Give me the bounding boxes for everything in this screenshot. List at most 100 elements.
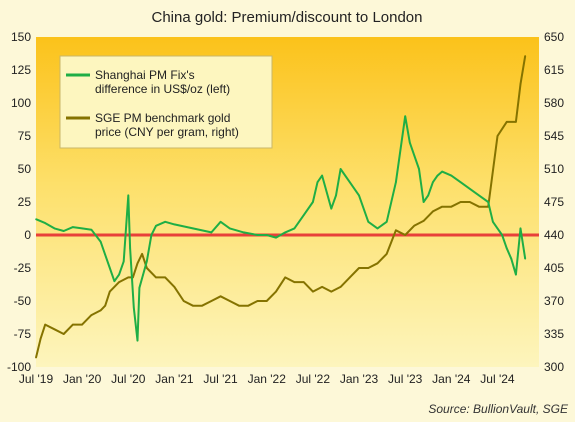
left-tick-label: 50 xyxy=(18,162,32,176)
point-shanghai xyxy=(422,201,425,203)
series-layer xyxy=(35,55,527,359)
point-shanghai xyxy=(487,201,490,203)
right-tick-label: 510 xyxy=(544,162,564,176)
right-tick-label: 545 xyxy=(544,129,564,143)
point-shanghai xyxy=(432,181,434,183)
point-sge xyxy=(155,276,157,279)
left-tick-label: 125 xyxy=(11,63,31,77)
point-shanghai xyxy=(90,228,93,231)
point-shanghai xyxy=(81,227,83,230)
point-sge xyxy=(146,267,148,269)
point-sge xyxy=(413,224,416,227)
x-tick-label: Jan '24 xyxy=(432,372,471,386)
point-sge xyxy=(496,135,499,137)
right-axis-ticks: 650 615 580 545 510 475 440 405 370 335 300 xyxy=(544,30,564,374)
point-shanghai xyxy=(496,227,499,230)
point-shanghai xyxy=(142,273,144,276)
left-tick-label: -25 xyxy=(14,261,32,275)
point-sge xyxy=(127,276,130,279)
point-shanghai xyxy=(385,221,388,223)
left-tick-label: 25 xyxy=(18,195,32,209)
point-sge xyxy=(35,356,37,359)
point-shanghai xyxy=(515,273,517,276)
point-shanghai xyxy=(192,227,194,230)
point-sge xyxy=(312,290,314,293)
point-shanghai xyxy=(118,273,120,276)
point-sge xyxy=(256,300,259,302)
point-sge xyxy=(284,276,287,279)
point-shanghai xyxy=(492,221,494,223)
point-sge xyxy=(432,210,434,213)
point-shanghai xyxy=(53,227,56,230)
point-shanghai xyxy=(293,227,296,230)
left-tick-label: -50 xyxy=(14,294,32,308)
point-sge xyxy=(90,314,93,316)
point-sge xyxy=(404,234,407,236)
point-shanghai xyxy=(302,214,305,216)
point-shanghai xyxy=(150,234,153,236)
legend: Shanghai PM Fix's difference in US$/oz (… xyxy=(59,55,273,149)
point-shanghai xyxy=(367,221,370,223)
point-shanghai xyxy=(104,254,106,256)
point-sge xyxy=(275,290,277,293)
x-tick-label: Jul '20 xyxy=(111,372,146,386)
point-sge xyxy=(109,290,111,293)
legend-box xyxy=(59,55,273,149)
point-shanghai xyxy=(376,227,379,230)
point-shanghai xyxy=(210,231,213,234)
right-tick-label: 440 xyxy=(544,228,564,242)
point-shanghai xyxy=(265,234,268,236)
point-shanghai xyxy=(478,194,480,197)
point-sge xyxy=(302,281,305,283)
point-sge xyxy=(519,83,522,85)
legend-label-shanghai: Shanghai PM Fix's difference in US$/oz (… xyxy=(95,68,230,96)
point-sge xyxy=(210,300,213,302)
x-tick-label: Jul '21 xyxy=(203,372,238,386)
point-shanghai xyxy=(44,222,46,224)
point-shanghai xyxy=(242,231,245,234)
point-shanghai xyxy=(164,221,166,223)
point-sge xyxy=(478,205,480,208)
point-sge xyxy=(358,267,360,269)
point-shanghai xyxy=(321,174,323,177)
point-sge xyxy=(192,304,194,307)
point-sge xyxy=(247,304,250,307)
right-tick-label: 370 xyxy=(544,294,564,308)
point-sge xyxy=(339,286,342,288)
point-shanghai xyxy=(109,267,111,269)
point-sge xyxy=(164,276,166,279)
point-shanghai xyxy=(505,247,508,249)
point-shanghai xyxy=(510,258,513,260)
point-shanghai xyxy=(284,231,287,234)
point-sge xyxy=(450,205,453,208)
point-shanghai xyxy=(339,168,342,170)
point-sge xyxy=(349,276,351,279)
left-tick-label: 75 xyxy=(18,129,32,143)
point-shanghai xyxy=(155,225,157,227)
point-shanghai xyxy=(127,194,130,197)
point-sge xyxy=(459,201,462,203)
point-sge xyxy=(441,205,443,208)
chart-title: China gold: Premium/discount to London xyxy=(152,9,423,26)
point-sge xyxy=(229,300,231,302)
right-tick-label: 650 xyxy=(544,30,564,44)
point-shanghai xyxy=(316,181,319,183)
point-shanghai xyxy=(330,207,333,210)
point-shanghai xyxy=(138,287,141,289)
point-shanghai xyxy=(122,260,125,263)
point-sge xyxy=(376,262,379,265)
source-note: Source: BullionVault, SGE xyxy=(428,402,569,416)
point-shanghai xyxy=(409,141,411,144)
x-tick-label: Jan '23 xyxy=(340,372,379,386)
x-tick-label: Jan '22 xyxy=(248,372,287,386)
point-sge xyxy=(469,201,471,203)
left-tick-label: 150 xyxy=(11,30,31,44)
point-shanghai xyxy=(413,155,416,157)
point-shanghai xyxy=(129,247,131,249)
point-sge xyxy=(385,253,388,255)
point-sge xyxy=(367,267,370,269)
point-sge xyxy=(53,328,56,331)
point-sge xyxy=(173,286,176,288)
point-shanghai xyxy=(113,280,116,283)
